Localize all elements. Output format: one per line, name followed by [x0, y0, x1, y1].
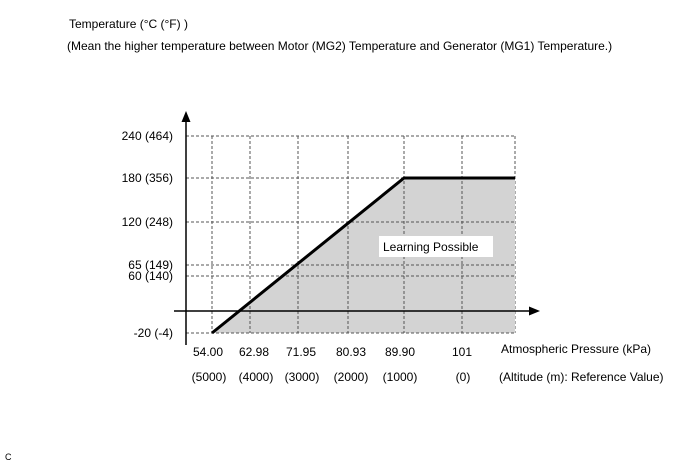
x-tick-altitude-label: (3000) [285, 370, 320, 384]
x-tick-label: 89.90 [385, 345, 415, 359]
x-tick-altitude-label: (4000) [239, 370, 274, 384]
x-tick-label: 62.98 [239, 345, 269, 359]
x-axis-label-altitude: (Altitude (m): Reference Value) [499, 370, 664, 384]
x-tick-label: 71.95 [286, 345, 316, 359]
series-line [211, 176, 515, 335]
x-tick-altitude-label: (0) [456, 370, 471, 384]
x-tick-label: 80.93 [336, 345, 366, 359]
x-tick-altitude-label: (1000) [383, 370, 418, 384]
y-tick-label: 60 (140) [128, 269, 173, 283]
chart-title: Temperature (°C (°F) ) [69, 17, 188, 31]
y-tick-label: -20 (-4) [134, 326, 173, 340]
x-axis-label: Atmospheric Pressure (kPa) [501, 342, 651, 356]
chart-subtitle: (Mean the higher temperature between Mot… [67, 39, 612, 53]
region-label-bg [379, 236, 493, 257]
y-tick-label: 180 (356) [122, 171, 173, 185]
x-axis-arrow [529, 306, 540, 316]
learning-possible-region [212, 178, 515, 333]
limit-line [211, 176, 515, 335]
figure-code: C [5, 452, 12, 462]
y-tick-label: 120 (248) [122, 215, 173, 229]
x-tick-labels: 54.00 (5000) 62.98 (4000) 71.95 (3000) 80.93 (2… [192, 345, 473, 384]
x-tick-label: 101 [452, 345, 472, 359]
y-tick-labels: 240 (464) 180 (356) 120 (248) 65 (149)60 (1… [122, 129, 173, 340]
region-label: Learning Possible [383, 240, 479, 254]
x-tick-label: 54.00 [193, 345, 223, 359]
axes [174, 111, 540, 345]
learning-area [186, 135, 515, 334]
y-tick-label: 240 (464) [122, 129, 173, 143]
y-tick-label: 65 (149) [128, 258, 173, 272]
x-tick-altitude-label: (5000) [192, 370, 227, 384]
x-tick-altitude-label: (2000) [334, 370, 369, 384]
y-axis-arrow [181, 111, 191, 122]
